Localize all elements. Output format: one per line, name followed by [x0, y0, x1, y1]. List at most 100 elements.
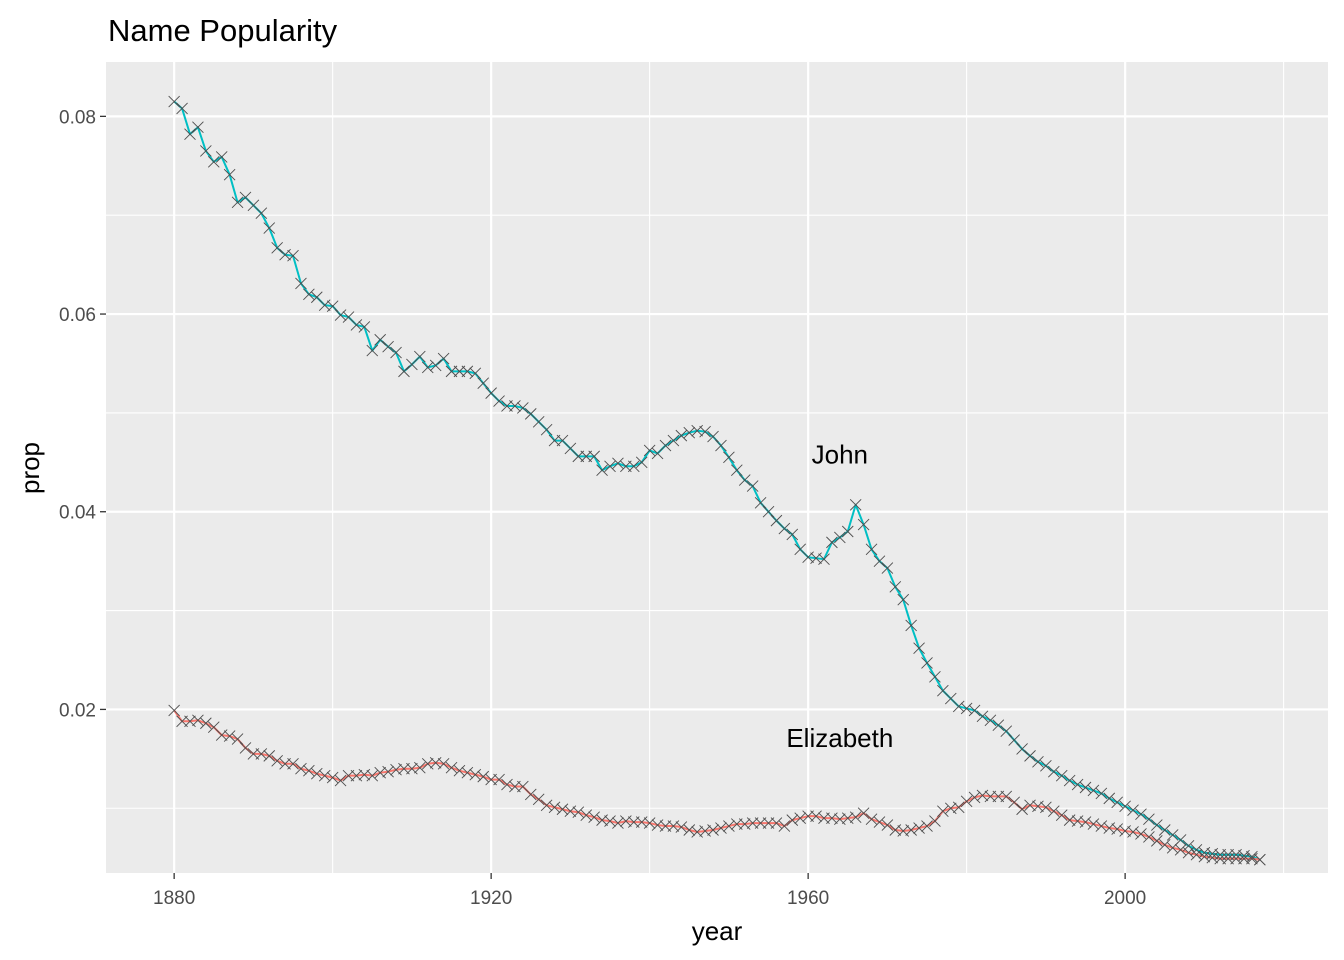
- data-point-elizabeth: [810, 810, 822, 822]
- data-point-john: [334, 309, 347, 321]
- data-point-elizabeth: [493, 773, 505, 786]
- data-point-john: [857, 518, 870, 531]
- data-point-john: [1127, 804, 1139, 817]
- data-point-john: [675, 429, 688, 442]
- data-point-john: [429, 359, 442, 372]
- data-point-elizabeth: [683, 824, 696, 836]
- data-point-john: [1135, 808, 1147, 821]
- data-point-john: [849, 498, 862, 511]
- data-point-john: [271, 242, 283, 254]
- data-point-john: [350, 319, 363, 331]
- data-point-john: [390, 346, 402, 359]
- data-point-elizabeth: [477, 770, 490, 783]
- data-point-john: [374, 333, 387, 346]
- series-line-elizabeth: [173, 709, 1260, 861]
- data-point-john: [865, 543, 878, 556]
- series-markers: [168, 95, 1266, 866]
- data-point-john: [176, 102, 188, 115]
- data-point-elizabeth: [1143, 831, 1155, 843]
- data-point-john: [295, 277, 307, 290]
- data-point-john: [358, 321, 371, 333]
- data-point-elizabeth: [287, 757, 299, 770]
- data-point-john: [826, 536, 838, 549]
- x-tick-label: 1880: [153, 888, 195, 909]
- data-point-elizabeth: [1087, 818, 1100, 830]
- x-tick-labels: 1880 1920 1960 2000: [153, 888, 1146, 909]
- data-point-elizabeth: [469, 768, 482, 781]
- data-point-john: [1047, 765, 1060, 778]
- annotation-elizabeth: Elizabeth: [786, 723, 893, 753]
- data-point-elizabeth: [192, 714, 204, 727]
- data-point-john: [326, 300, 339, 312]
- data-point-elizabeth: [1190, 848, 1203, 861]
- y-axis-title: prop: [15, 442, 45, 494]
- data-point-elizabeth: [1158, 839, 1171, 851]
- data-point-john: [1087, 784, 1100, 797]
- data-point-elizabeth: [200, 717, 212, 730]
- data-point-john: [540, 423, 553, 436]
- data-point-john: [1103, 792, 1116, 805]
- data-point-elizabeth: [921, 820, 933, 832]
- data-point-elizabeth: [612, 817, 624, 829]
- x-axis-title: year: [692, 916, 743, 946]
- data-point-john: [604, 460, 616, 473]
- data-point-john: [715, 439, 727, 452]
- data-point-john: [968, 704, 981, 717]
- data-point-john: [231, 196, 244, 209]
- data-point-john: [1190, 843, 1203, 856]
- data-point-john: [1000, 725, 1013, 737]
- data-point-elizabeth: [303, 764, 315, 777]
- data-point-john: [762, 505, 775, 518]
- data-point-elizabeth: [1095, 820, 1108, 832]
- data-point-john: [612, 457, 624, 470]
- data-point-john: [1151, 819, 1163, 831]
- data-point-elizabeth: [1047, 805, 1060, 818]
- data-point-john: [960, 702, 973, 715]
- plot-panel: [106, 62, 1328, 873]
- data-point-john: [414, 350, 426, 363]
- data-point-elizabeth: [794, 812, 807, 824]
- data-point-john: [976, 710, 989, 723]
- data-point-john: [905, 619, 917, 632]
- data-point-elizabeth: [580, 809, 593, 821]
- data-point-elizabeth: [271, 754, 283, 767]
- data-point-elizabeth: [929, 815, 941, 827]
- data-point-elizabeth: [310, 767, 323, 780]
- data-point-elizabeth: [1151, 835, 1163, 847]
- y-tick-label: 0.02: [59, 700, 96, 721]
- data-point-john: [1024, 750, 1036, 762]
- data-point-elizabeth: [445, 761, 458, 774]
- data-point-john: [588, 450, 600, 463]
- data-point-elizabeth: [231, 733, 244, 745]
- data-point-elizabeth: [334, 774, 347, 787]
- data-point-elizabeth: [881, 819, 894, 831]
- data-point-john: [398, 365, 410, 378]
- data-point-john: [223, 168, 236, 181]
- data-point-john: [818, 553, 830, 565]
- data-point-john: [192, 121, 204, 134]
- data-point-john: [207, 156, 220, 168]
- data-point-elizabeth: [1182, 846, 1195, 859]
- data-point-elizabeth: [556, 803, 569, 816]
- data-point-elizabeth: [1079, 816, 1092, 828]
- data-point-john: [627, 460, 640, 473]
- data-point-elizabeth: [453, 764, 466, 777]
- data-point-elizabeth: [786, 814, 799, 826]
- data-point-john: [437, 352, 450, 365]
- data-point-elizabeth: [604, 815, 616, 827]
- data-point-john: [596, 464, 608, 477]
- data-point-elizabeth: [865, 813, 878, 825]
- data-point-john: [746, 480, 759, 492]
- data-point-john: [897, 593, 910, 606]
- data-point-elizabeth: [905, 824, 917, 836]
- data-point-john: [699, 425, 711, 438]
- data-point-elizabeth: [548, 801, 561, 814]
- data-point-john: [841, 525, 854, 538]
- data-point-elizabeth: [1135, 828, 1147, 840]
- data-point-elizabeth: [326, 771, 339, 784]
- data-point-john: [215, 151, 228, 163]
- x-tick-label: 1960: [787, 888, 829, 909]
- data-point-john: [287, 249, 299, 262]
- data-point-john: [255, 207, 268, 220]
- data-point-elizabeth: [437, 757, 450, 770]
